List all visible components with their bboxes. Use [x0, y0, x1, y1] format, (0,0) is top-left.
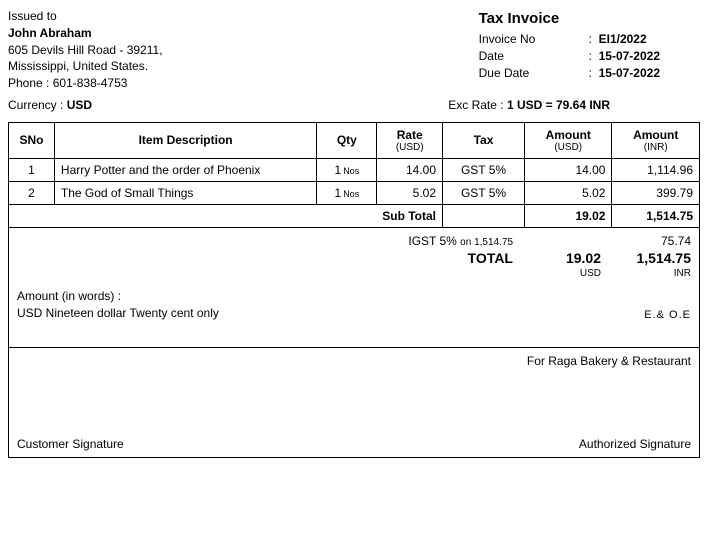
currency-label: Currency : — [8, 98, 63, 112]
invoice-no-row: Invoice No : EI1/2022 — [479, 31, 660, 48]
invoice-no-value: EI1/2022 — [599, 31, 647, 48]
invoice-due-label: Due Date — [479, 65, 589, 82]
qty-unit: Nos — [343, 189, 359, 199]
igst-label: IGST 5% — [408, 234, 456, 248]
exc-rate-value: 1 USD = 79.64 INR — [507, 98, 610, 112]
col-rate-sub: (USD) — [383, 142, 436, 153]
cell-tax: GST 5% — [443, 181, 525, 204]
total-line: TOTAL 19.02 1,514.75 — [17, 250, 691, 266]
subtotal-row: Sub Total 19.02 1,514.75 — [9, 204, 700, 227]
qty-unit: Nos — [343, 166, 359, 176]
customer-addr2: Mississippi, United States. — [8, 58, 163, 75]
igst-value: 75.74 — [601, 234, 691, 248]
col-amount-usd-label: Amount — [546, 128, 591, 142]
exc-rate-label: Exc Rate : — [448, 98, 503, 112]
invoice-due-row: Due Date : 15-07-2022 — [479, 65, 660, 82]
phone-value: 601-838-4753 — [53, 76, 128, 90]
for-company: For Raga Bakery & Restaurant — [527, 354, 691, 368]
summary-lines: IGST 5% on 1,514.75 75.74 TOTAL 19.02 1,… — [17, 234, 691, 279]
phone-label: Phone : — [8, 76, 49, 90]
total-label: TOTAL — [468, 250, 513, 266]
curr-inr-label: INR — [601, 268, 691, 279]
cell-qty: 1Nos — [317, 158, 377, 181]
currency-value: USD — [67, 98, 92, 112]
igst-desc: IGST 5% on 1,514.75 — [408, 234, 513, 248]
amount-words-value: USD Nineteen dollar Twenty cent only — [17, 305, 219, 322]
customer-phone-row: Phone : 601-838-4753 — [8, 75, 163, 92]
customer-name: John Abraham — [8, 25, 163, 42]
col-rate-label: Rate — [397, 128, 423, 142]
invoice-due-value: 15-07-2022 — [599, 65, 660, 82]
exc-rate-block: Exc Rate : 1 USD = 79.64 INR — [448, 98, 610, 112]
qty-val: 1 — [335, 186, 342, 200]
currency-under-row: USD INR — [17, 268, 691, 279]
cell-rate: 5.02 — [377, 181, 443, 204]
subtotal-empty — [443, 204, 525, 227]
cell-inr: 399.79 — [612, 181, 700, 204]
currency-row: Currency : USD Exc Rate : 1 USD = 79.64 … — [8, 98, 700, 112]
issued-to-label: Issued to — [8, 8, 163, 25]
cell-rate: 14.00 — [377, 158, 443, 181]
cell-inr: 1,114.96 — [612, 158, 700, 181]
cell-sno: 1 — [9, 158, 55, 181]
cell-usd: 5.02 — [525, 181, 612, 204]
signature-box: For Raga Bakery & Restaurant Customer Si… — [8, 348, 700, 458]
invoice-meta-block: Tax Invoice Invoice No : EI1/2022 Date :… — [479, 8, 660, 92]
col-sno: SNo — [9, 122, 55, 158]
authorized-signature-label: Authorized Signature — [579, 437, 691, 451]
customer-signature-label: Customer Signature — [17, 437, 124, 451]
summary-box: IGST 5% on 1,514.75 75.74 TOTAL 19.02 1,… — [8, 228, 700, 348]
col-desc: Item Description — [54, 122, 316, 158]
colon: : — [589, 48, 599, 65]
subtotal-inr: 1,514.75 — [612, 204, 700, 227]
invoice-date-row: Date : 15-07-2022 — [479, 48, 660, 65]
invoice-title: Tax Invoice — [479, 8, 660, 29]
col-amount-inr-label: Amount — [633, 128, 678, 142]
issued-to-block: Issued to John Abraham 605 Devils Hill R… — [8, 8, 163, 92]
col-tax: Tax — [443, 122, 525, 158]
invoice-no-label: Invoice No — [479, 31, 589, 48]
colon: : — [589, 65, 599, 82]
table-row: 2 The God of Small Things 1Nos 5.02 GST … — [9, 181, 700, 204]
items-table: SNo Item Description Qty Rate (USD) Tax … — [8, 122, 700, 228]
cell-desc: The God of Small Things — [54, 181, 316, 204]
invoice-date-value: 15-07-2022 — [599, 48, 660, 65]
header-block: Issued to John Abraham 605 Devils Hill R… — [8, 8, 700, 92]
col-qty: Qty — [317, 122, 377, 158]
amount-words-block: Amount (in words) : USD Nineteen dollar … — [17, 288, 219, 322]
col-amount-inr-sub: (INR) — [618, 142, 693, 153]
table-row: 1 Harry Potter and the order of Phoenix … — [9, 158, 700, 181]
qty-val: 1 — [335, 163, 342, 177]
invoice-date-label: Date — [479, 48, 589, 65]
cell-desc: Harry Potter and the order of Phoenix — [54, 158, 316, 181]
colon: : — [589, 31, 599, 48]
col-amount-usd-sub: (USD) — [531, 142, 605, 153]
amount-words-label: Amount (in words) : — [17, 288, 219, 305]
cell-usd: 14.00 — [525, 158, 612, 181]
col-amount-usd: Amount (USD) — [525, 122, 612, 158]
cell-qty: 1Nos — [317, 181, 377, 204]
igst-on: on 1,514.75 — [460, 237, 513, 248]
col-amount-inr: Amount (INR) — [612, 122, 700, 158]
table-header-row: SNo Item Description Qty Rate (USD) Tax … — [9, 122, 700, 158]
customer-addr1: 605 Devils Hill Road - 39211, — [8, 42, 163, 59]
igst-line: IGST 5% on 1,514.75 75.74 — [17, 234, 691, 248]
cell-sno: 2 — [9, 181, 55, 204]
subtotal-label: Sub Total — [9, 204, 443, 227]
total-usd: 19.02 — [521, 250, 601, 266]
cell-tax: GST 5% — [443, 158, 525, 181]
total-inr: 1,514.75 — [601, 250, 691, 266]
curr-usd-label: USD — [521, 268, 601, 279]
currency-block: Currency : USD — [8, 98, 92, 112]
subtotal-usd: 19.02 — [525, 204, 612, 227]
col-rate: Rate (USD) — [377, 122, 443, 158]
